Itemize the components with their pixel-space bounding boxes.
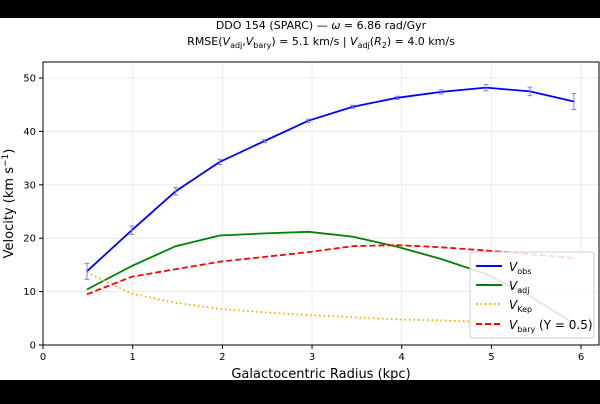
y-tick-label: 10	[23, 287, 36, 298]
x-tick-label: 4	[399, 352, 405, 363]
y-tick-label: 40	[23, 127, 36, 138]
chart-title-line1: DDO 154 (SPARC) — ω = 6.86 rad/Gyr	[216, 19, 427, 32]
legend-box	[469, 251, 595, 339]
legend-label-adj: Vadj	[509, 279, 529, 295]
series-line-bary	[86, 244, 574, 296]
legend-label-obs: Vobs	[509, 260, 531, 276]
x-tick-label: 3	[309, 352, 315, 363]
y-axis-label: Velocity (km s−1)	[1, 149, 17, 259]
x-tick-label: 1	[129, 352, 135, 363]
axes-frame	[42, 61, 600, 346]
y-tick-label: 50	[23, 74, 36, 85]
legend-label-kep: VKep	[509, 298, 532, 314]
y-tick-label: 0	[30, 341, 36, 352]
series-line-obs	[86, 86, 575, 272]
y-tick-label: 30	[23, 180, 36, 191]
x-tick-label: 6	[578, 352, 584, 363]
x-tick-label: 2	[219, 352, 225, 363]
y-tick-label: 20	[23, 234, 36, 245]
x-tick-label: 0	[40, 352, 46, 363]
chart-title-line2: RMSE(Vadj,Vbary) = 5.1 km/s | Vadj(R2) =…	[187, 35, 455, 50]
axis-ticks: 0 1 2 3 4 5 6 0 10 20 30 40 50	[23, 74, 584, 363]
legend: Vobs Vadj VKep Vbary (Υ = 0.5)	[469, 251, 595, 339]
x-axis-label: Galactocentric Radius (kpc)	[231, 367, 410, 382]
x-tick-label: 5	[488, 352, 494, 363]
legend-label-bary: Vbary (Υ = 0.5)	[509, 318, 593, 334]
